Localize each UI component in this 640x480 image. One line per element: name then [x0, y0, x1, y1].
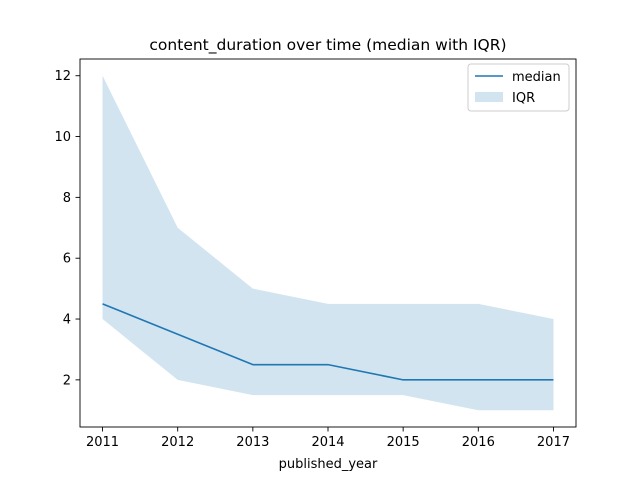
x-tick-label-2013: 2013 [236, 435, 269, 450]
x-tick-label-2014: 2014 [311, 435, 344, 450]
y-tick-label-2: 2 [63, 373, 71, 388]
x-tick-label-2015: 2015 [387, 435, 420, 450]
y-tick-label-4: 4 [63, 313, 71, 328]
axes: 2011 2012 2013 2014 2015 2016 2017 2 4 6 8 10 12 [54, 58, 577, 450]
x-axis-label: published_year [279, 457, 378, 472]
legend: median IQR [467, 63, 570, 112]
x-tick-label-2011: 2011 [86, 435, 119, 450]
y-tick-label-6: 6 [63, 252, 71, 267]
plot-area [102, 75, 554, 411]
legend-iqr-swatch [475, 92, 503, 102]
legend-median-label: median [512, 70, 561, 85]
y-tick-label-8: 8 [63, 191, 71, 206]
x-tick-label-2012: 2012 [161, 435, 194, 450]
x-tick-label-2016: 2016 [462, 435, 495, 450]
x-tick-label-2017: 2017 [537, 435, 570, 450]
y-tick-label-10: 10 [54, 130, 71, 145]
y-tick-label-12: 12 [54, 69, 71, 84]
chart-title: content_duration over time (median with … [149, 36, 506, 55]
median-line [102, 303, 554, 381]
iqr-band [102, 75, 554, 411]
legend-iqr-label: IQR [512, 91, 535, 106]
